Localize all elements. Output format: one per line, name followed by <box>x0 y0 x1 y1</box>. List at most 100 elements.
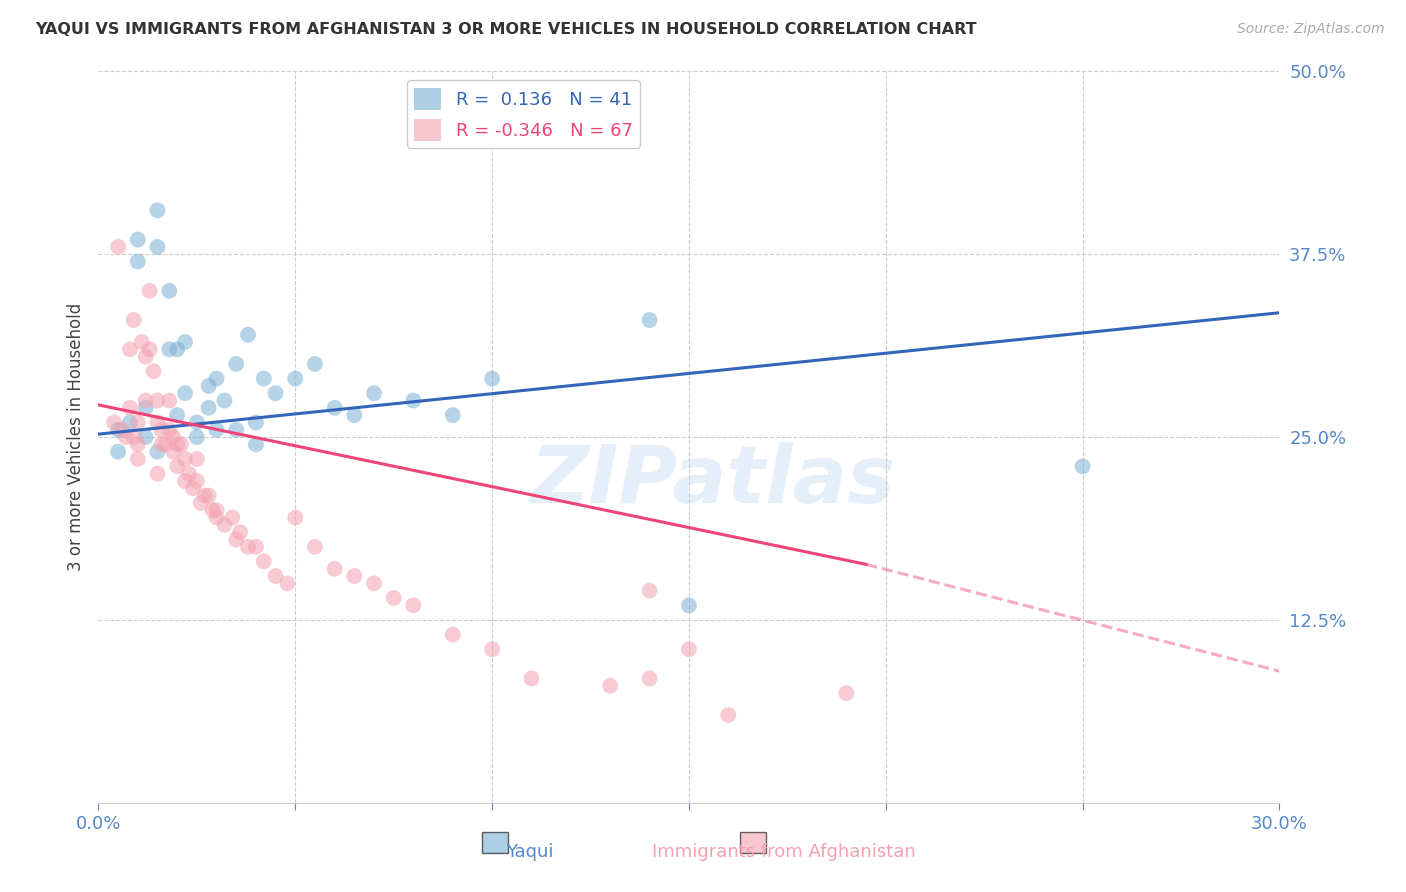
Point <box>146 203 169 218</box>
Point <box>197 489 219 503</box>
Point <box>205 423 228 437</box>
Point <box>138 343 160 357</box>
Point <box>162 430 184 444</box>
Point <box>214 517 236 532</box>
Point <box>304 540 326 554</box>
Point <box>157 423 180 437</box>
Point <box>225 533 247 547</box>
Point <box>343 408 366 422</box>
Point <box>481 371 503 385</box>
Legend: R =  0.136   N = 41, R = -0.346   N = 67: R = 0.136 N = 41, R = -0.346 N = 67 <box>408 80 640 148</box>
Point <box>638 672 661 686</box>
Point <box>363 576 385 591</box>
Point <box>127 452 149 467</box>
Point <box>441 627 464 641</box>
Point <box>155 437 177 451</box>
Point <box>599 679 621 693</box>
Point <box>717 708 740 723</box>
Point <box>236 540 259 554</box>
Point <box>157 343 180 357</box>
Point <box>186 452 208 467</box>
Point <box>520 672 543 686</box>
Point <box>343 569 366 583</box>
Point <box>157 393 180 408</box>
Point <box>382 591 405 605</box>
Point <box>177 467 200 481</box>
Point <box>201 503 224 517</box>
Text: Yaqui: Yaqui <box>506 843 553 861</box>
Point <box>225 423 247 437</box>
Point <box>225 357 247 371</box>
Point <box>214 393 236 408</box>
FancyBboxPatch shape <box>482 832 508 853</box>
Y-axis label: 3 or more Vehicles in Household: 3 or more Vehicles in Household <box>66 303 84 571</box>
Point <box>205 510 228 524</box>
Point <box>276 576 298 591</box>
Point <box>127 233 149 247</box>
Point <box>107 444 129 458</box>
Point <box>150 423 173 437</box>
Text: YAQUI VS IMMIGRANTS FROM AFGHANISTAN 3 OR MORE VEHICLES IN HOUSEHOLD CORRELATION: YAQUI VS IMMIGRANTS FROM AFGHANISTAN 3 O… <box>35 22 977 37</box>
Point <box>253 554 276 568</box>
Point <box>205 503 228 517</box>
Point <box>135 430 157 444</box>
Point <box>264 569 287 583</box>
Point <box>174 474 197 488</box>
Point <box>166 343 188 357</box>
Point <box>181 481 204 495</box>
Point <box>118 416 141 430</box>
Text: Immigrants from Afghanistan: Immigrants from Afghanistan <box>651 843 915 861</box>
Point <box>142 364 165 378</box>
Point <box>441 408 464 422</box>
Point <box>253 371 276 385</box>
Point <box>127 437 149 451</box>
Point <box>245 540 267 554</box>
Point <box>111 423 134 437</box>
Point <box>221 510 243 524</box>
Point <box>678 642 700 657</box>
Point <box>103 416 125 430</box>
Point <box>150 437 173 451</box>
Point <box>194 489 217 503</box>
Point <box>481 642 503 657</box>
Point <box>138 284 160 298</box>
Point <box>107 240 129 254</box>
Point <box>135 350 157 364</box>
Point <box>146 393 169 408</box>
Point <box>174 334 197 349</box>
Point <box>122 430 145 444</box>
Point <box>166 437 188 451</box>
Point <box>118 343 141 357</box>
FancyBboxPatch shape <box>740 832 766 853</box>
Point <box>131 334 153 349</box>
Point <box>107 423 129 437</box>
Text: ZIPatlas: ZIPatlas <box>530 442 896 520</box>
Point <box>122 313 145 327</box>
Point <box>174 386 197 401</box>
Point <box>323 401 346 415</box>
Point <box>835 686 858 700</box>
Point <box>284 371 307 385</box>
Point <box>190 496 212 510</box>
Text: Source: ZipAtlas.com: Source: ZipAtlas.com <box>1237 22 1385 37</box>
Point <box>146 467 169 481</box>
Point <box>146 444 169 458</box>
Point <box>236 327 259 342</box>
Point <box>264 386 287 401</box>
Point <box>186 430 208 444</box>
Point <box>284 510 307 524</box>
Point <box>174 452 197 467</box>
Point <box>146 416 169 430</box>
Point <box>118 401 141 415</box>
Point <box>115 430 138 444</box>
Point <box>135 401 157 415</box>
Point <box>245 437 267 451</box>
Point <box>127 416 149 430</box>
Point <box>186 416 208 430</box>
Point <box>245 416 267 430</box>
Point <box>166 459 188 474</box>
Point <box>135 393 157 408</box>
Point <box>363 386 385 401</box>
Point <box>229 525 252 540</box>
Point <box>1071 459 1094 474</box>
